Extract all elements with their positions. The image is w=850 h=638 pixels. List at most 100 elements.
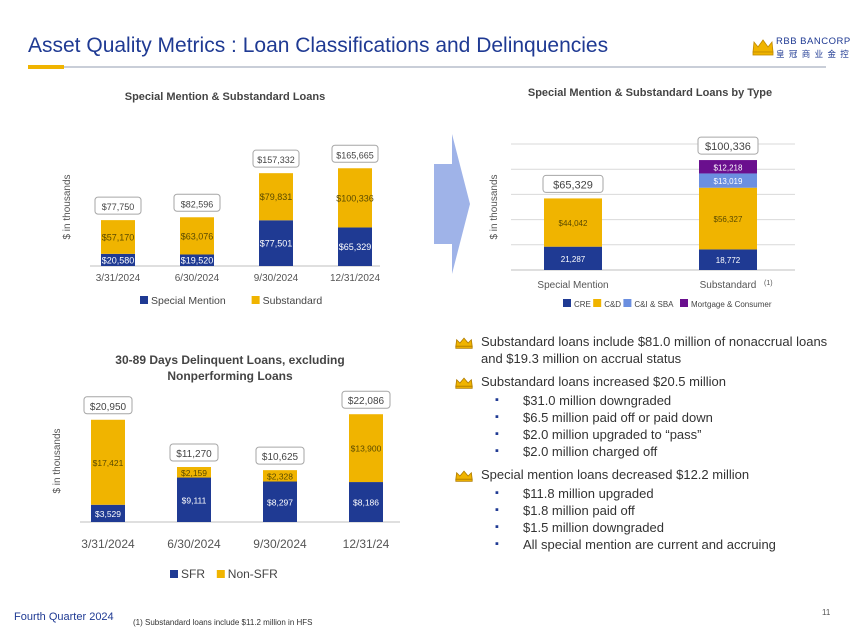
legend-label: Non-SFR xyxy=(228,567,278,581)
bullet-text: Substandard loans include $81.0 million … xyxy=(481,334,828,366)
bar-segment xyxy=(699,173,757,188)
total-label: $20,950 xyxy=(90,402,127,413)
right-arrow-icon xyxy=(434,134,470,274)
data-label: $3,529 xyxy=(95,509,121,519)
legend-swatch xyxy=(623,299,632,307)
total-callout-box xyxy=(169,443,219,462)
total-callout-box xyxy=(94,196,142,215)
chart1-title: Special Mention & Substandard Loans xyxy=(124,91,326,103)
legend-label: C&D xyxy=(604,300,621,309)
crown-icon xyxy=(752,39,774,56)
data-label: $17,421 xyxy=(93,458,124,468)
chart3-title: 30-89 Days Delinquent Loans, excluding N… xyxy=(115,353,345,383)
company-logo: RBB BANCORP 皇 冠 商 业 金 控 xyxy=(752,36,850,60)
bar-segment xyxy=(259,220,293,266)
legend-label: Substandard xyxy=(263,295,323,307)
legend-swatch xyxy=(563,299,571,307)
footnote: (1) Substandard loans include $11.2 mill… xyxy=(133,618,313,627)
y-axis-label: $ in thousands xyxy=(52,428,63,493)
data-label: $57,170 xyxy=(102,232,135,242)
bar-segment xyxy=(338,227,372,266)
bar-segment xyxy=(263,470,297,482)
crown-bullet-icon xyxy=(455,376,473,393)
crown-bullet-icon xyxy=(455,336,473,353)
total-callout-box xyxy=(542,174,604,193)
legend-swatch xyxy=(593,299,602,307)
legend-swatch xyxy=(251,296,260,304)
total-label: $11,270 xyxy=(176,449,212,460)
logo-subtitle: 皇 冠 商 业 金 控 xyxy=(776,49,850,59)
bullet-list: Substandard loans include $81.0 million … xyxy=(455,333,835,559)
data-label: $79,831 xyxy=(260,192,293,202)
sub-bullet-item: All special mention are current and accr… xyxy=(455,536,835,553)
legend-label: SFR xyxy=(181,567,205,581)
total-callout-box xyxy=(173,193,221,212)
total-label: $22,086 xyxy=(348,396,385,407)
page-title: Asset Quality Metrics : Loan Classificat… xyxy=(28,34,609,57)
category-label: 3/31/2024 xyxy=(81,537,135,551)
legend-label: CRE xyxy=(574,300,591,309)
bullet-text: Substandard loans increased $20.5 millio… xyxy=(481,374,726,389)
legend-swatch xyxy=(216,570,225,578)
title-accent-bar xyxy=(28,65,64,69)
crown-bullet-icon xyxy=(455,469,473,486)
total-callout-box xyxy=(255,446,305,465)
sub-bullet-item: $2.0 million charged off xyxy=(455,443,835,460)
y-axis-label: $ in thousands xyxy=(489,174,500,239)
category-label: Substandard xyxy=(700,280,757,291)
total-callout-box xyxy=(331,144,379,163)
chart3-svg: $ in thousands $3,529 $17,421 $20,950 3/31/2… xyxy=(52,390,400,581)
category-label: 9/30/2024 xyxy=(254,273,299,284)
footer-quarter: Fourth Quarter 2024 xyxy=(14,611,114,623)
chart1-svg: $ in thousands $20,580 $57,170 $77,750 3/31/… xyxy=(62,144,380,307)
chart2-title: Special Mention & Substandard Loans by T… xyxy=(527,87,773,99)
total-callout-box xyxy=(83,396,133,415)
bar-segment xyxy=(91,419,125,505)
total-label: $100,336 xyxy=(705,141,751,153)
category-label: 6/30/2024 xyxy=(167,537,221,551)
sub-bullet-item: $1.5 million downgraded xyxy=(455,519,835,536)
data-label: $56,327 xyxy=(714,215,743,224)
bar-segment xyxy=(101,220,135,254)
title-divider xyxy=(28,66,826,68)
legend-swatch xyxy=(170,570,178,578)
bar-segment xyxy=(259,173,293,221)
data-label: 18,772 xyxy=(716,256,741,265)
data-label: $13,019 xyxy=(714,177,743,186)
data-label: $20,580 xyxy=(102,255,135,265)
legend-label: Mortgage & Consumer xyxy=(691,300,772,309)
bullet-text: Special mention loans decreased $12.2 mi… xyxy=(481,467,750,482)
category-label: 12/31/2024 xyxy=(330,273,380,284)
bar-segment xyxy=(338,168,372,228)
data-label: $100,336 xyxy=(336,193,374,203)
data-label: $77,501 xyxy=(260,239,293,249)
data-label: $13,900 xyxy=(351,444,382,454)
total-label: $65,329 xyxy=(553,179,593,191)
category-label: 3/31/2024 xyxy=(96,273,141,284)
total-callout-box xyxy=(252,149,300,168)
data-label: $2,328 xyxy=(267,471,293,481)
category-label: 12/31/24 xyxy=(343,537,390,551)
bullet-item: Special mention loans decreased $12.2 mi… xyxy=(455,466,835,483)
sub-bullet-item: $31.0 million downgraded xyxy=(455,392,835,409)
category-label: 6/30/2024 xyxy=(175,273,220,284)
bar-segment xyxy=(544,246,602,270)
data-label: $65,329 xyxy=(339,242,372,252)
bar-segment xyxy=(91,504,125,522)
sub-bullet-item: $6.5 million paid off or paid down xyxy=(455,409,835,426)
data-label: $9,111 xyxy=(182,495,207,505)
bullet-item: Substandard loans increased $20.5 millio… xyxy=(455,373,835,390)
category-note: (1) xyxy=(764,280,773,287)
sub-bullet-item: $1.8 million paid off xyxy=(455,502,835,519)
total-callout-box xyxy=(341,390,391,409)
bar-segment xyxy=(699,249,757,270)
sub-bullet-item: $11.8 million upgraded xyxy=(455,485,835,502)
data-label: $8,297 xyxy=(267,497,293,507)
total-label: $157,332 xyxy=(257,155,295,165)
y-axis-label: $ in thousands xyxy=(62,174,73,239)
data-label: $19,520 xyxy=(181,256,214,266)
bar-segment xyxy=(177,477,211,522)
legend-label: Special Mention xyxy=(151,295,226,307)
category-label: Special Mention xyxy=(537,280,608,291)
sub-bullet-list: $31.0 million downgraded$6.5 million pai… xyxy=(455,392,835,460)
